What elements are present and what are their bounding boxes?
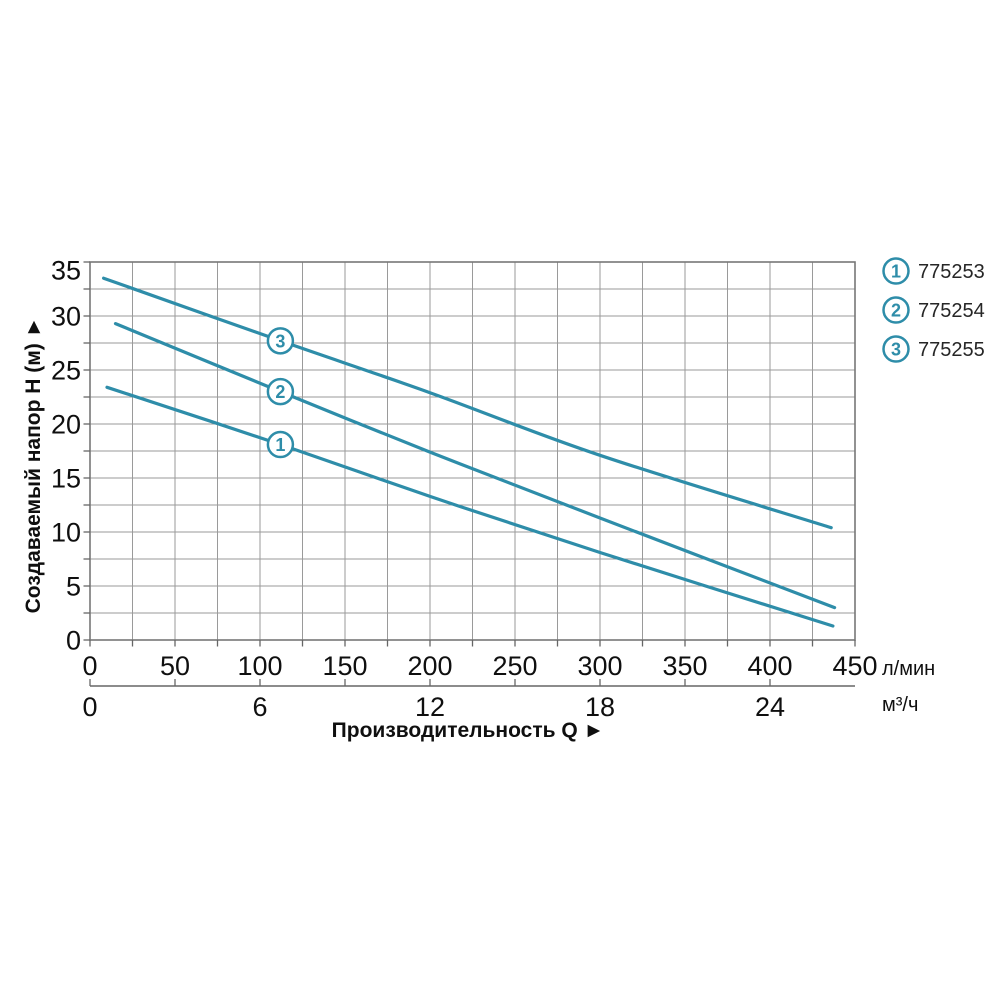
legend-number-circle: [882, 335, 910, 363]
curve-marker-number: 1: [275, 435, 285, 455]
y-tick-label: 20: [51, 410, 81, 440]
secondary-x-tick-label: 24: [755, 692, 785, 722]
unit-label-lmin: л/мин: [882, 658, 935, 680]
y-tick-label: 15: [51, 464, 81, 494]
secondary-x-tick-label: 6: [252, 692, 267, 722]
curve-775253: [105, 385, 835, 628]
legend-item: 3 775255: [882, 335, 985, 363]
curve-775254: [113, 322, 837, 610]
legend-number: 2: [891, 301, 901, 321]
curve-marker-circle: [266, 377, 295, 406]
curve-775255: [102, 276, 833, 530]
curve-marker-circle: [266, 327, 295, 355]
secondary-x-tick-label: 0: [82, 692, 97, 722]
legend-label: 775253: [918, 261, 985, 283]
legend-number-circle: [882, 257, 910, 285]
legend-item: 2 775254: [882, 296, 985, 324]
x-tick-label: 0: [82, 651, 97, 681]
x-tick-label: 300: [577, 651, 622, 681]
curve-marker-circle: [266, 430, 295, 459]
curve-marker-number: 3: [275, 331, 285, 351]
x-tick-label: 450: [832, 651, 877, 681]
x-tick-label: 400: [747, 651, 792, 681]
x-tick-label: 50: [160, 651, 190, 681]
secondary-x-tick-label: 18: [585, 692, 615, 722]
unit-label-m3h: м³/ч: [882, 694, 918, 716]
x-tick-label: 350: [662, 651, 707, 681]
curve-marker-number: 2: [275, 382, 285, 402]
legend-label: 775254: [918, 300, 985, 322]
legend-number-circle: [882, 296, 910, 324]
x-axis-title: Производительность Q ►: [332, 719, 605, 742]
x-tick-label: 150: [322, 651, 367, 681]
y-tick-label: 0: [66, 626, 81, 656]
y-tick-label: 25: [51, 356, 81, 386]
legend-number: 3: [891, 340, 901, 360]
y-tick-label: 5: [66, 572, 81, 602]
legend-item: 1 775253: [882, 257, 985, 285]
y-tick-label: 35: [51, 256, 81, 286]
legend-label: 775255: [918, 339, 985, 361]
y-tick-label: 30: [51, 302, 81, 332]
y-tick-label: 10: [51, 518, 81, 548]
secondary-x-tick-label: 12: [415, 692, 445, 722]
x-tick-label: 100: [237, 651, 282, 681]
x-tick-label: 250: [492, 651, 537, 681]
x-tick-label: 200: [407, 651, 452, 681]
y-axis-title: Создаваемый напор H (м) ►: [22, 317, 45, 614]
legend-number: 1: [891, 262, 901, 282]
